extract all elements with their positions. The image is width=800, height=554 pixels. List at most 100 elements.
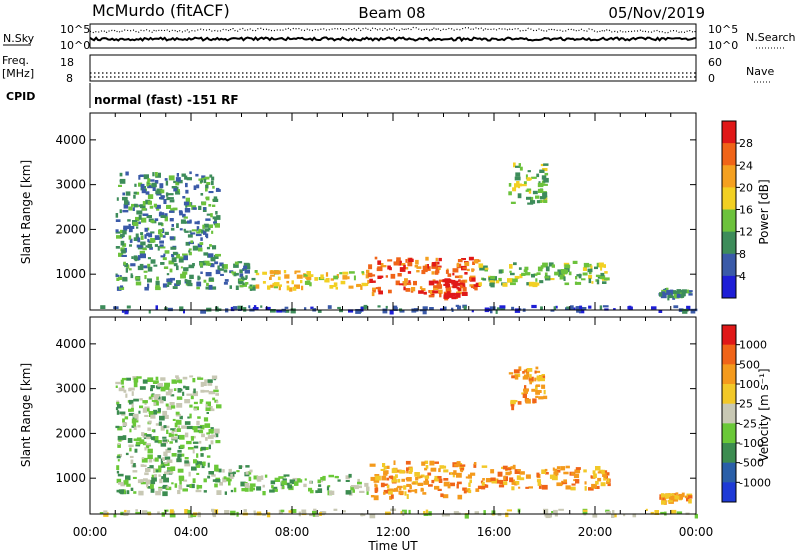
scatter-cell (422, 492, 427, 495)
colorbar-tick-label: 16 (739, 204, 753, 217)
scatter-cell (654, 510, 659, 515)
scatter-cell (145, 199, 151, 205)
scatter-cell (510, 466, 515, 469)
scatter-cell (451, 279, 456, 285)
scatter-cell (207, 382, 213, 386)
scatter-cell (129, 455, 134, 458)
scatter-cell (146, 232, 150, 237)
scatter-cell (436, 284, 439, 289)
scatter-cell (248, 476, 252, 482)
scatter-cell (333, 275, 339, 280)
scatter-cell (441, 465, 447, 469)
nsky-panel-frame (89, 23, 697, 49)
scatter-cell (148, 458, 153, 463)
scatter-cell (167, 193, 174, 196)
scatter-cell (526, 372, 530, 378)
scatter-cell (348, 473, 352, 478)
scatter-cell (196, 226, 200, 231)
scatter-cell (207, 462, 210, 468)
scatter-cell (182, 391, 185, 396)
scatter-cell (230, 510, 236, 516)
scatter-cell (205, 272, 212, 277)
colorbar-frame (721, 324, 737, 503)
scatter-cell (645, 508, 648, 511)
scatter-cell (281, 480, 287, 486)
scatter-cell (117, 426, 123, 431)
scatter-cell (179, 211, 183, 216)
scatter-cell (360, 284, 363, 290)
scatter-cell (458, 288, 462, 291)
scatter-cell (130, 487, 134, 491)
scatter-cell (536, 472, 540, 478)
scatter-cell (179, 434, 185, 440)
scatter-cell (224, 279, 229, 282)
scatter-cell (210, 180, 214, 186)
scatter-cell (602, 305, 609, 308)
scatter-cell (139, 386, 146, 390)
scatter-cell (195, 489, 202, 493)
scatter-cell (407, 489, 412, 493)
scatter-cell (161, 396, 166, 402)
scatter-cell (456, 262, 459, 267)
scatter-cell (309, 513, 315, 517)
scatter-cell (423, 513, 429, 516)
scatter-cell (181, 173, 186, 177)
scatter-cell (401, 509, 407, 514)
scatter-cell (174, 428, 178, 433)
scatter-cell (532, 282, 538, 288)
scatter-cell (185, 283, 189, 286)
scatter-cell (184, 509, 189, 514)
scatter-cell (160, 215, 167, 218)
scatter-cell (203, 279, 207, 283)
scatter-cell (495, 479, 502, 484)
scatter-cell (440, 493, 444, 498)
scatter-cell (284, 274, 290, 279)
scatter-cell (189, 484, 192, 488)
scatter-cell (588, 278, 592, 284)
scatter-cell (141, 208, 147, 211)
scatter-cell (180, 219, 186, 224)
scatter-cell (146, 436, 151, 440)
scatter-cell (570, 486, 576, 491)
scatter-cell (367, 272, 373, 278)
scatter-cell (99, 512, 104, 515)
scatter-cell (176, 280, 181, 285)
scatter-cell (168, 260, 175, 265)
scatter-cell (244, 487, 249, 492)
scatter-cell (178, 379, 183, 384)
scatter-cell (260, 475, 264, 480)
scatter-cell (144, 472, 149, 476)
scatter-cell (190, 395, 194, 400)
scatter-cell (158, 466, 162, 471)
scatter-cell (197, 377, 204, 380)
colorbar-segment (722, 165, 736, 188)
scatter-cell (126, 377, 131, 381)
scatter-cell (333, 508, 338, 511)
scatter-cell (518, 366, 522, 371)
scatter-cell (182, 213, 186, 218)
scatter-cell (193, 401, 198, 405)
scatter-cell (424, 266, 428, 269)
scatter-cell (579, 305, 583, 311)
scatter-cell (140, 183, 145, 189)
scatter-cell (167, 307, 173, 312)
scatter-cell (203, 417, 209, 422)
scatter-cell (176, 458, 182, 463)
nave-tick-bottom: 0 (708, 72, 715, 85)
scatter-cell (239, 273, 244, 278)
scatter-cell (167, 281, 172, 285)
scatter-cell (399, 309, 405, 313)
scatter-cell (535, 278, 538, 282)
scatter-cell (423, 480, 429, 485)
scatter-cell (203, 230, 207, 235)
scatter-cell (232, 471, 236, 475)
scatter-cell (140, 232, 144, 235)
scatter-cell (542, 375, 546, 380)
scatter-cell (475, 282, 481, 287)
scatter-cell (660, 511, 665, 515)
scatter-cell (459, 465, 465, 470)
scatter-cell (215, 306, 219, 311)
scatter-cell (147, 263, 151, 269)
scatter-cell (437, 488, 442, 491)
scatter-cell (205, 188, 208, 192)
